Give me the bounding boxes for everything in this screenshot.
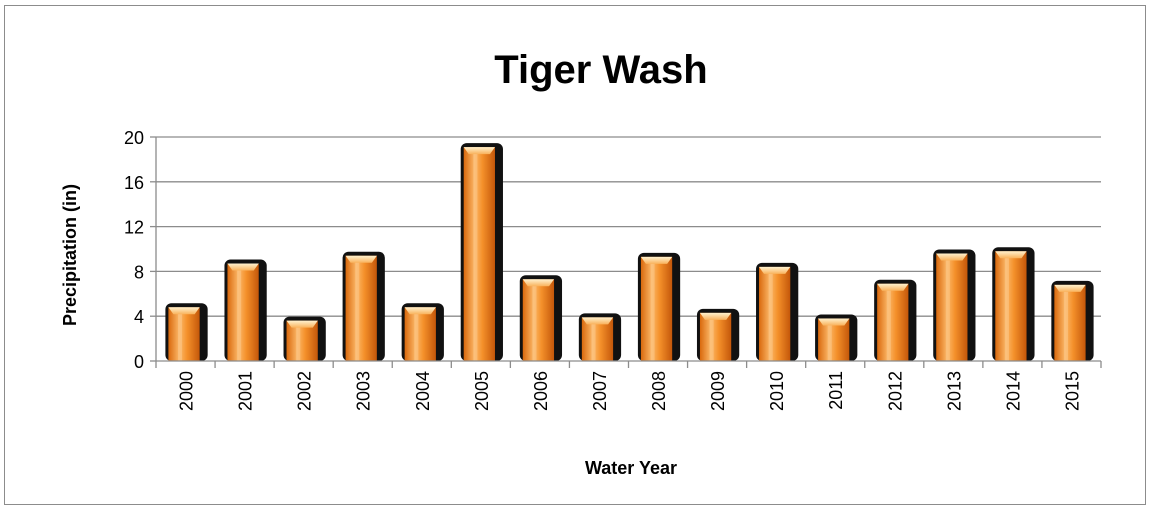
x-tick-label: 2014 [1003, 371, 1023, 411]
x-tick-label: 2001 [236, 371, 256, 411]
x-tick-label: 2004 [413, 371, 433, 411]
bar-highlight [1063, 291, 1069, 361]
y-tick-label: 16 [124, 173, 144, 193]
bar-highlight [296, 327, 301, 361]
x-tick-label: 2009 [708, 371, 728, 411]
bar [345, 255, 377, 361]
x-tick-label: 2003 [354, 371, 374, 411]
bar-cap [877, 283, 909, 291]
bar [640, 256, 673, 361]
bar-2002 [283, 316, 326, 361]
bar [227, 263, 259, 361]
bar [818, 318, 850, 361]
chart-frame: Tiger Wash Precipitation (in) Water Year… [4, 5, 1146, 505]
bar-cap [227, 263, 259, 271]
bar-2014 [992, 247, 1035, 361]
bar-2013 [933, 249, 976, 361]
bar [404, 307, 436, 361]
x-tick-label: 2010 [767, 371, 787, 411]
bar-cap [522, 279, 555, 287]
bar-2005 [460, 143, 503, 361]
bar-cap [345, 255, 377, 263]
bar [699, 312, 732, 361]
bar-highlight [532, 286, 537, 361]
bar [581, 317, 614, 361]
bar-cap [936, 253, 968, 261]
x-axis-ticks: 2000 2001 2002 2003 2004 2005 2006 2007 2008 2009… [155, 361, 1102, 411]
bar-cap [699, 312, 732, 320]
y-tick-label: 20 [124, 128, 144, 148]
bar-highlight [827, 325, 832, 361]
bar [759, 266, 791, 361]
x-tick-label: 2008 [649, 371, 669, 411]
bar-2015 [1051, 280, 1094, 361]
bar-cap [286, 320, 318, 328]
bar-cap [995, 251, 1027, 259]
bar-2000 [165, 303, 208, 361]
bar-cap [818, 318, 850, 326]
x-tick-label: 2015 [1062, 371, 1082, 411]
bar-highlight [414, 314, 419, 361]
bar-highlight [886, 290, 891, 361]
bar-2012 [874, 279, 917, 361]
x-tick-label: 2002 [295, 371, 315, 411]
x-tick-label: 2005 [472, 371, 492, 411]
chart-svg: Tiger Wash Precipitation (in) Water Year… [60, 48, 1102, 478]
bar-cap [581, 317, 614, 325]
bar-highlight [709, 319, 714, 361]
x-tick-label: 2007 [590, 371, 610, 411]
bar-2008 [637, 252, 681, 361]
bar-2006 [519, 275, 563, 361]
bar-highlight [945, 260, 950, 361]
bar-2004 [401, 303, 444, 361]
x-tick-label: 2013 [944, 371, 964, 411]
x-axis-title: Water Year [585, 458, 677, 478]
bar [168, 307, 200, 361]
bar-cap [463, 147, 495, 155]
bar-cap [404, 307, 436, 315]
bar-2007 [578, 313, 622, 361]
y-axis-title: Precipitation (in) [60, 184, 80, 326]
bar-cap [759, 266, 791, 274]
bar-cap [168, 307, 200, 315]
bar [1054, 284, 1086, 361]
bar-highlight [591, 324, 596, 361]
bar-highlight [473, 154, 478, 361]
x-tick-label: 2012 [885, 371, 905, 411]
bars [165, 143, 1094, 361]
bar-2003 [342, 251, 385, 361]
bar-2011 [815, 314, 858, 361]
x-tick-label: 2006 [531, 371, 551, 411]
bar [522, 279, 555, 361]
bar-2010 [756, 262, 799, 361]
x-tick-label: 2011 [826, 371, 846, 410]
x-tick-label: 2000 [177, 371, 197, 411]
bar-highlight [177, 314, 183, 361]
bar-2001 [224, 259, 267, 361]
chart-title: Tiger Wash [494, 48, 707, 92]
y-axis-ticks: 0 4 8 12 16 20 [124, 128, 156, 372]
y-tick-label: 12 [124, 218, 144, 238]
y-tick-label: 4 [134, 307, 144, 327]
y-tick-label: 8 [134, 262, 144, 282]
bar-highlight [650, 263, 655, 361]
bar [936, 253, 968, 361]
bar [877, 283, 909, 361]
bar-2009 [696, 308, 740, 361]
bar-highlight [355, 262, 360, 361]
y-tick-label: 0 [134, 352, 144, 372]
bar [995, 251, 1027, 361]
bar [463, 147, 495, 361]
bar-highlight [1004, 258, 1009, 361]
bar-highlight [768, 273, 773, 361]
bar-cap [1054, 284, 1086, 292]
bar-highlight [237, 270, 242, 361]
bar-cap [640, 256, 673, 264]
